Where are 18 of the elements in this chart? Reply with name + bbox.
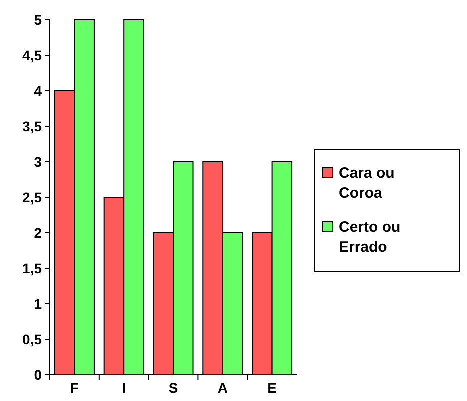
y-tick-label: 3: [34, 154, 42, 170]
y-tick-label: 1,5: [22, 260, 42, 276]
y-tick-label: 4: [34, 82, 42, 99]
y-tick-label: 1: [34, 296, 42, 312]
y-tick-label: 4,5: [22, 47, 42, 64]
x-tick-label: E: [268, 380, 277, 396]
legend-label: Certo ou Errado: [339, 219, 401, 256]
y-tick-label: 2: [34, 224, 42, 241]
y-tick-label: 0: [34, 366, 42, 383]
y-tick-label: 3,5: [22, 118, 42, 134]
x-tick-label: A: [218, 380, 228, 396]
x-tick-label: S: [168, 380, 178, 396]
y-tick-label: 0,5: [22, 331, 42, 348]
legend-label: Cara ou Coroa: [339, 165, 395, 202]
y-tick-label: 5: [34, 12, 42, 28]
x-tick-label: I: [122, 380, 126, 396]
y-tick-label: 2,5: [22, 189, 42, 206]
x-tick-label: F: [70, 380, 80, 396]
